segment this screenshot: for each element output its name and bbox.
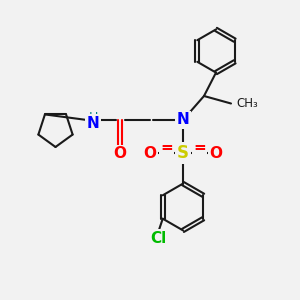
Text: O: O [113, 146, 127, 161]
Text: Cl: Cl [150, 231, 166, 246]
Text: O: O [143, 146, 157, 160]
Text: =: = [160, 140, 173, 155]
Text: N: N [177, 112, 189, 128]
Text: O: O [209, 146, 223, 160]
Text: CH₃: CH₃ [236, 97, 258, 110]
Text: S: S [177, 144, 189, 162]
Text: H: H [88, 111, 98, 124]
Text: =: = [193, 140, 206, 155]
Text: N: N [87, 116, 99, 131]
